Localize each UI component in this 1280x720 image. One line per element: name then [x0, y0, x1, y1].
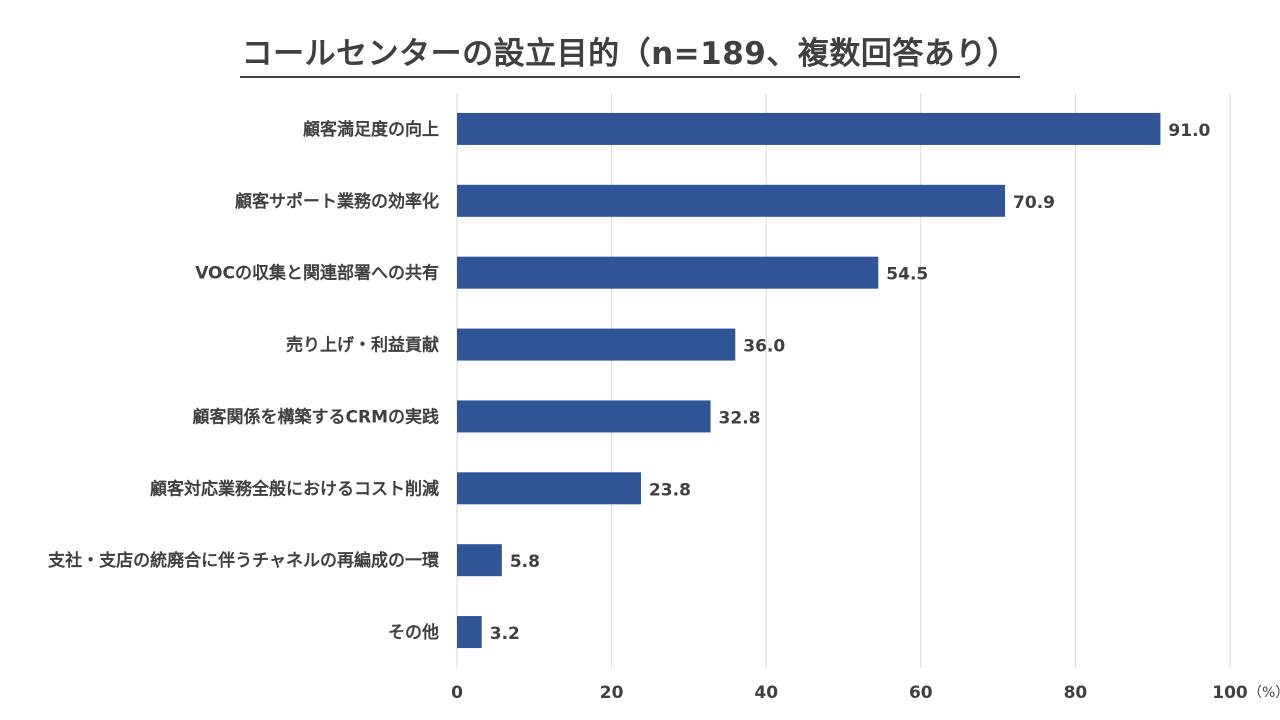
x-tick-20: 20	[600, 683, 624, 703]
value-label-2: 70.9	[1013, 193, 1055, 213]
value-label-3: 54.5	[886, 265, 928, 285]
category-label-2: 顧客サポート業務の効率化	[235, 191, 439, 212]
chart-title: コールセンターの設立目的（n=189、複数回答あり）	[0, 28, 1260, 78]
category-label-3: VOCの収集と関連部署への共有	[195, 263, 439, 284]
value-label-8: 3.2	[490, 624, 520, 644]
bar-8	[457, 616, 482, 649]
value-label-6: 23.8	[649, 480, 691, 500]
bar-7	[457, 544, 502, 577]
bar-2	[457, 184, 1006, 217]
value-labels: 91.0 70.9 54.5 36.0 32.8 23.8 5.8 3.2	[490, 121, 1211, 644]
bar-6	[457, 472, 641, 505]
value-label-7: 5.8	[510, 552, 540, 572]
bar-5	[457, 400, 711, 433]
category-label-7: 支社・支店の統廃合に伴うチャネルの再編成の一環	[48, 550, 440, 571]
chart-title-text: コールセンターの設立目的（n=189、複数回答あり）	[239, 28, 1021, 78]
bar-1	[457, 112, 1161, 145]
x-unit-label: （%）	[1248, 685, 1280, 701]
x-tick-0: 0	[451, 683, 463, 703]
category-label-5: 顧客関係を構築するCRMの実践	[193, 406, 439, 427]
value-label-5: 32.8	[719, 408, 761, 428]
value-label-4: 36.0	[743, 337, 785, 357]
x-tick-40: 40	[754, 683, 778, 703]
category-label-8: その他	[388, 622, 439, 643]
x-tick-labels: 0 20 40 60 80 100（%）	[451, 683, 1280, 703]
bars	[457, 112, 1161, 649]
category-label-4: 売り上げ・利益貢献	[286, 335, 439, 356]
grid-lines	[456, 93, 1231, 668]
x-tick-60: 60	[909, 683, 933, 703]
x-tick-100: 100	[1212, 683, 1248, 703]
category-label-6: 顧客対応業務全般におけるコスト削減	[150, 478, 439, 499]
x-tick-80: 80	[1064, 683, 1088, 703]
value-label-1: 91.0	[1168, 121, 1210, 141]
bar-4	[457, 328, 736, 361]
category-label-1: 顧客満足度の向上	[303, 119, 439, 140]
bar-3	[457, 256, 879, 289]
